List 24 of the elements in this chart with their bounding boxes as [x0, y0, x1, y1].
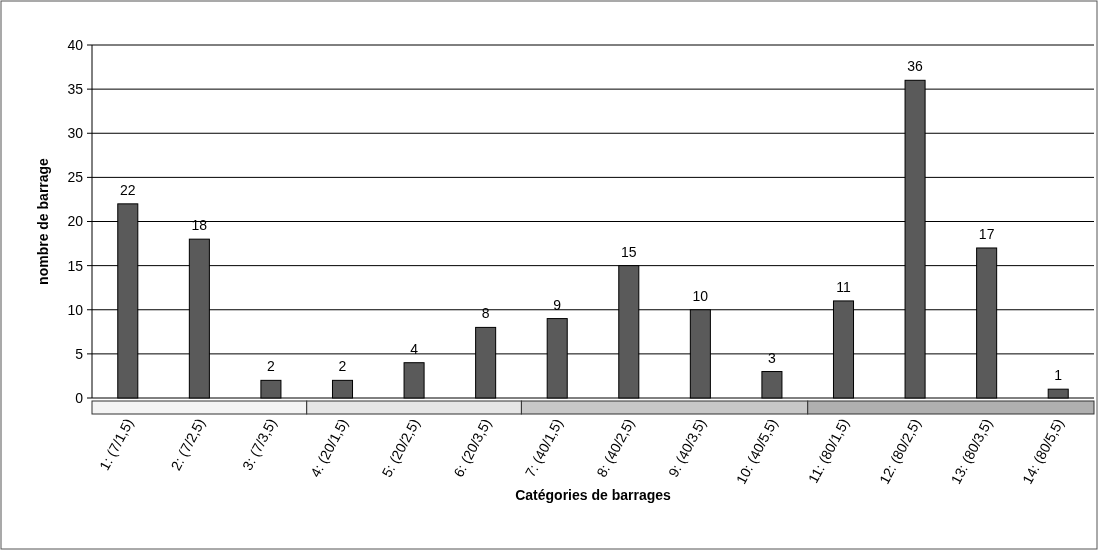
data-label: 8	[481, 305, 490, 322]
data-label: 2	[338, 358, 347, 375]
y-tick-label: 10	[67, 301, 84, 318]
data-label: 17	[978, 225, 995, 242]
x-axis-title: Catégories de barrages	[515, 487, 672, 503]
y-tick-label: 5	[75, 345, 84, 362]
data-label: 15	[621, 243, 637, 260]
data-label: 22	[120, 181, 136, 198]
y-axis-title: nombre de barrage	[35, 157, 51, 285]
y-tick-label: 35	[67, 81, 84, 98]
data-label: 1	[1054, 367, 1063, 384]
data-label: 4	[410, 340, 419, 357]
data-label: 9	[553, 296, 562, 313]
data-label: 10	[692, 287, 709, 304]
y-tick-label: 20	[67, 213, 84, 230]
data-label: 11	[836, 278, 851, 295]
y-tick-label: 40	[67, 36, 84, 53]
y-tick-label: 30	[67, 125, 84, 142]
data-label: 3	[768, 349, 777, 366]
data-label: 2	[267, 358, 276, 375]
y-tick-label: 25	[67, 169, 84, 186]
y-tick-label: 0	[75, 389, 84, 406]
data-label: 36	[907, 58, 924, 75]
y-tick-label: 15	[67, 257, 84, 274]
